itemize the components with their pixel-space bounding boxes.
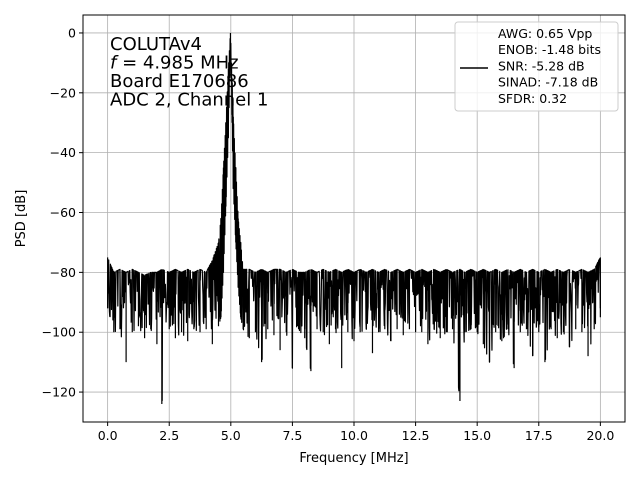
legend-entry-line: SFDR: 0.32: [498, 91, 567, 106]
legend-entry-line: AWG: 0.65 Vpp: [498, 26, 592, 41]
annotation-line: Board E170686: [110, 71, 249, 92]
x-tick-label: 20.0: [586, 428, 614, 443]
y-tick-label: 0: [68, 25, 76, 40]
psd-series: [107, 32, 601, 405]
legend-entry-line: ENOB: -1.48 bits: [498, 42, 601, 57]
x-tick-label: 0.0: [98, 428, 118, 443]
annotation-line: ADC 2, Channel 1: [110, 90, 268, 111]
y-axis-ticks: 0 −20 −40 −60 −80 −100 −120: [42, 25, 83, 400]
annotation-line: COLUTAv4: [110, 34, 202, 55]
x-tick-label: 15.0: [463, 428, 491, 443]
x-tick-label: 17.5: [525, 428, 553, 443]
x-axis-ticks: 0.0 2.5 5.0 7.5 10.0 12.5 15.0 17.5 20.0: [98, 422, 614, 443]
y-tick-label: −20: [50, 85, 76, 100]
x-tick-label: 10.0: [340, 428, 368, 443]
y-tick-label: −120: [42, 385, 76, 400]
legend-box: [454, 21, 619, 112]
annotation-line: f = 4.985 MHz: [110, 53, 239, 74]
y-tick-label: −40: [50, 145, 76, 160]
y-tick-label: −80: [50, 265, 76, 280]
x-tick-label: 12.5: [402, 428, 430, 443]
y-axis-label: PSD [dB]: [14, 190, 29, 248]
legend-entry-line: SNR: -5.28 dB: [498, 58, 585, 73]
y-tick-label: −100: [42, 325, 76, 340]
x-tick-label: 2.5: [159, 428, 179, 443]
x-tick-label: 5.0: [221, 428, 241, 443]
x-axis-label: Frequency [MHz]: [299, 451, 408, 466]
y-tick-label: −60: [50, 205, 76, 220]
x-tick-label: 7.5: [282, 428, 302, 443]
legend-entry-line: SINAD: -7.18 dB: [498, 75, 598, 90]
